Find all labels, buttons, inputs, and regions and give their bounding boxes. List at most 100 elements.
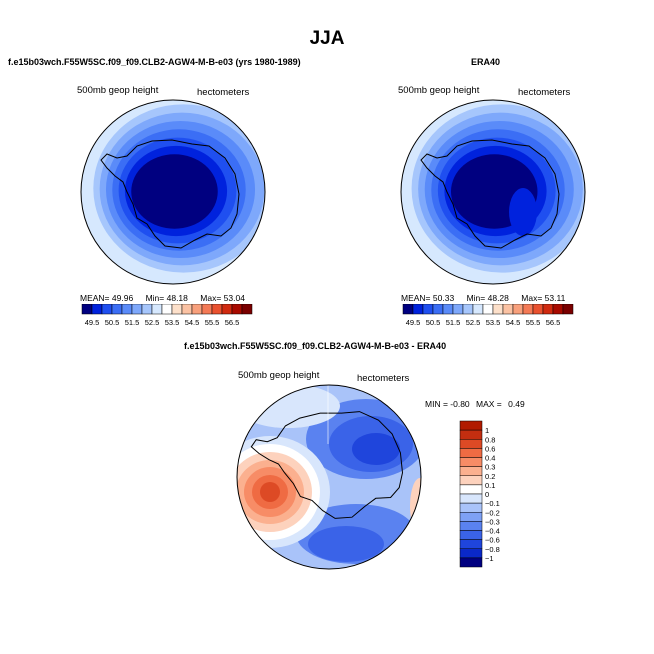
colorbar-tick-label: −0.6: [485, 536, 500, 545]
colorbar-swatch: [191, 304, 203, 315]
anomaly-band: [260, 482, 280, 502]
colorbar-swatch: [459, 448, 483, 458]
colorbar-swatch: [459, 475, 483, 486]
colorbar-swatch: [492, 304, 504, 315]
colorbar-swatch: [459, 484, 483, 495]
colorbar-tick-label: 1: [485, 426, 489, 435]
colorbar-swatch: [459, 530, 483, 540]
colorbar-tick-label: 0.3: [485, 463, 495, 472]
colorbar-tick-label: 0.4: [485, 454, 495, 463]
contour-band: [509, 188, 537, 236]
coastline: [100, 139, 240, 249]
colorbar-swatch: [91, 304, 103, 315]
panel1-min-value: 48.18: [166, 293, 188, 303]
colorbar-swatch: [459, 521, 483, 531]
colorbar-swatch: [412, 304, 424, 315]
panel2-variable-label: 500mb geop height: [398, 85, 480, 96]
colorbar-swatch: [161, 304, 173, 315]
colorbar-tick-label: 56.5: [225, 318, 240, 327]
colorbar-swatch: [111, 304, 123, 315]
colorbar-swatch: [552, 304, 564, 315]
panel2-mean-label: MEAN=: [401, 293, 431, 303]
colorbar-swatch: [151, 304, 163, 315]
colorbar-swatch: [452, 304, 464, 315]
panel2-colorbar: 49.5 50.5 51.5 52.5 53.5 54.5 55.5 56.5: [402, 304, 574, 327]
colorbar-tick-label: 53.5: [486, 318, 501, 327]
panel1-stats: MEAN= 49.96 Min= 48.18 Max= 53.04: [80, 293, 245, 303]
colorbar-swatch: [422, 304, 434, 315]
panel1-units-label: hectometers: [197, 87, 250, 98]
colorbar-tick-label: 54.5: [185, 318, 200, 327]
anomaly-band: [352, 433, 400, 465]
map-boundary: [400, 99, 586, 285]
colorbar-tick-label: 53.5: [165, 318, 180, 327]
colorbar-swatch: [542, 304, 554, 315]
panel2-stats: MEAN= 50.33 Min= 48.28 Max= 53.11: [401, 293, 565, 303]
colorbar-swatch: [181, 304, 193, 315]
map-fill-group: [237, 385, 421, 569]
colorbar-swatch: [231, 304, 243, 315]
colorbar-tick-label: 49.5: [406, 318, 421, 327]
colorbar-tick-label: 49.5: [85, 318, 100, 327]
colorbar-swatch: [459, 512, 483, 522]
colorbar-tick-label: 51.5: [125, 318, 140, 327]
panel3-stats: MIN = -0.80 MAX = 0.49: [425, 399, 525, 409]
colorbar-swatch: [211, 304, 223, 315]
colorbar-swatch: [459, 439, 483, 449]
colorbar-swatch: [522, 304, 534, 315]
coastline: [250, 411, 404, 519]
panel1-max-label: Max=: [200, 293, 222, 303]
colorbar-swatch: [459, 502, 483, 513]
colorbar-tick-label: 55.5: [526, 318, 541, 327]
colorbar-tick-label: 0.8: [485, 435, 495, 444]
panel1-variable-label: 500mb geop height: [77, 85, 159, 96]
map-boundary: [80, 99, 266, 285]
panel3-polar-map: [236, 384, 422, 570]
panel1-colorbar: 49.5 50.5 51.5 52.5 53.5 54.5 55.5 56.5: [81, 304, 253, 327]
colorbar-swatch: [459, 548, 483, 559]
panel1-title: f.e15b03wch.F55W5SC.f09_f09.CLB2-AGW4-M-…: [8, 57, 301, 67]
colorbar-swatch: [101, 304, 113, 315]
colorbar-tick-label: −0.4: [485, 527, 500, 536]
panel3-title: f.e15b03wch.F55W5SC.f09_f09.CLB2-AGW4-M-…: [184, 341, 447, 351]
map-boundary: [236, 384, 422, 570]
colorbar-tick-label: 0: [485, 490, 489, 499]
colorbar-swatch: [131, 304, 143, 315]
colorbar-swatch: [171, 304, 183, 315]
colorbar-swatch: [532, 304, 544, 315]
page-title: JJA: [309, 28, 345, 49]
panel2-min-label: Min=: [466, 293, 486, 303]
colorbar-tick-label: 50.5: [426, 318, 441, 327]
panel3-min-label: MIN =: [425, 399, 448, 409]
colorbar-swatch: [459, 493, 483, 504]
colorbar-tick-label: 52.5: [466, 318, 481, 327]
colorbar-tick-label: −0.8: [485, 545, 500, 554]
panel2-max-label: Max=: [521, 293, 543, 303]
colorbar-swatch: [472, 304, 484, 315]
colorbar-swatch: [462, 304, 474, 315]
map-fill-group: [401, 100, 585, 284]
colorbar-swatch: [562, 304, 574, 315]
panel1-mean-label: MEAN=: [80, 293, 110, 303]
colorbar-tick-label: 56.5: [546, 318, 561, 327]
panel1-min-label: Min=: [145, 293, 165, 303]
panel3-min-value: -0.80: [450, 399, 470, 409]
colorbar-tick-label: 0.6: [485, 444, 495, 453]
colorbar-tick-label: 0.1: [485, 481, 495, 490]
colorbar-swatch: [201, 304, 213, 315]
panel2-polar-map: [400, 99, 586, 285]
colorbar-tick-label: −0.1: [485, 499, 500, 508]
colorbar-swatch: [459, 457, 483, 467]
map-fill-group: [81, 100, 265, 284]
panel2-min-value: 48.28: [487, 293, 509, 303]
colorbar-swatch: [442, 304, 454, 315]
panel3-units-label: hectometers: [357, 373, 410, 384]
colorbar-swatch: [502, 304, 514, 315]
colorbar-swatch: [482, 304, 494, 315]
colorbar-swatch: [121, 304, 133, 315]
panel2-units-label: hectometers: [518, 87, 571, 98]
colorbar-tick-label: 0.2: [485, 472, 495, 481]
contour-band: [131, 154, 218, 229]
panel3-max-value: 0.49: [508, 399, 525, 409]
colorbar-swatch: [459, 557, 483, 568]
